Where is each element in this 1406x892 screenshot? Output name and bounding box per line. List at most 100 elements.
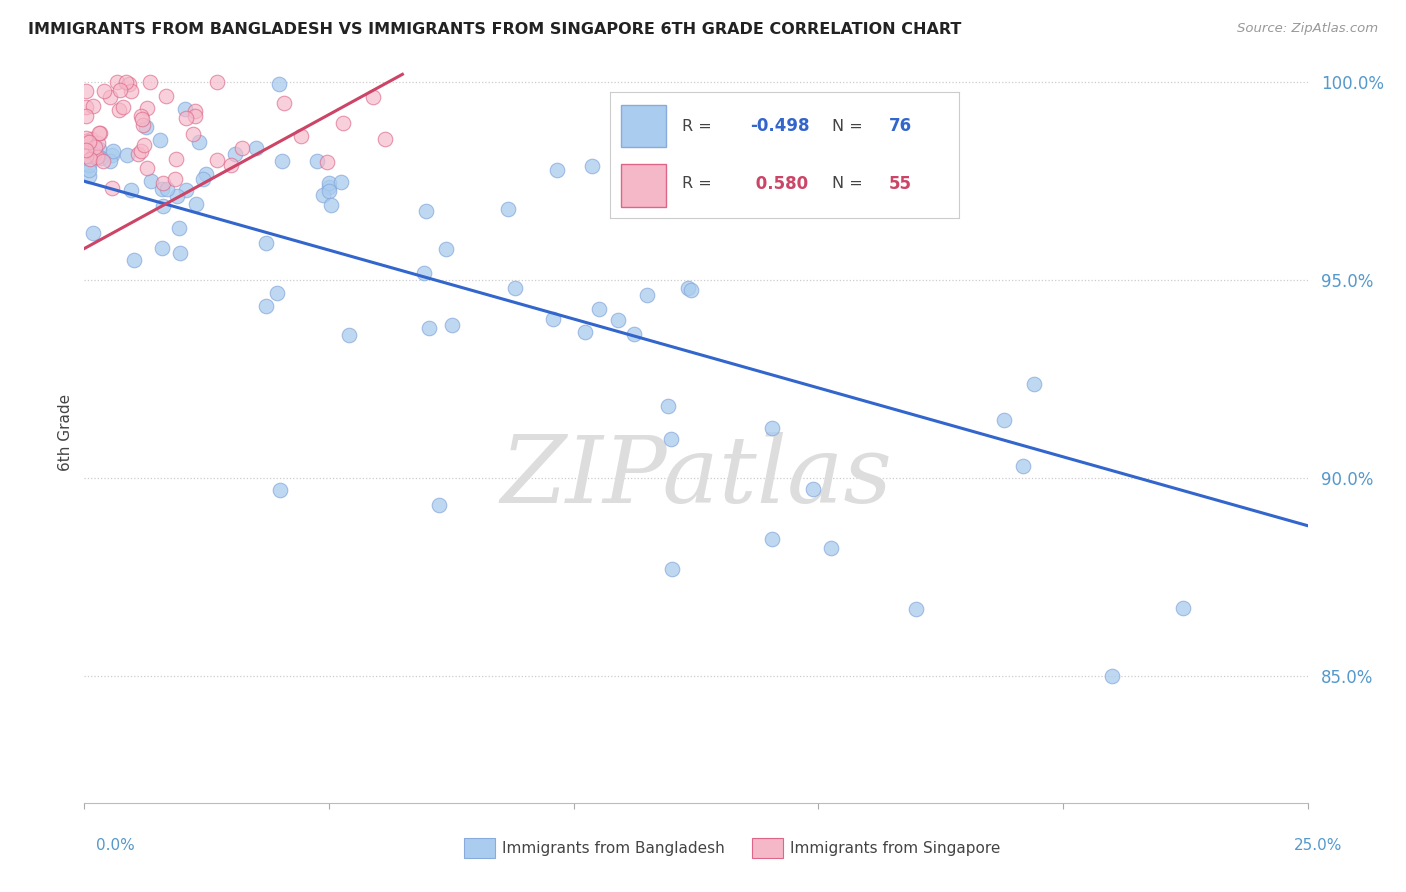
Point — [993, 413, 1015, 427]
Point — [90, 152, 112, 166]
Point — [91, 153, 114, 168]
Point — [332, 115, 354, 129]
Point — [188, 135, 211, 149]
Point — [659, 432, 682, 446]
Point — [89, 126, 111, 140]
Point — [312, 188, 335, 202]
Point — [184, 109, 207, 123]
Point — [245, 141, 267, 155]
Point — [139, 75, 162, 89]
Point — [136, 101, 159, 115]
Point — [318, 184, 340, 198]
Point — [100, 181, 122, 195]
Point — [574, 325, 596, 339]
Point — [207, 75, 229, 89]
Point — [84, 140, 107, 154]
Point — [254, 236, 277, 251]
Point — [127, 147, 149, 161]
Point — [115, 75, 138, 89]
Point — [136, 161, 159, 176]
Point — [132, 118, 155, 132]
Point — [363, 90, 385, 104]
Point — [75, 100, 97, 114]
Point — [266, 286, 288, 301]
Point — [581, 160, 603, 174]
Text: Immigrants from Bangladesh: Immigrants from Bangladesh — [502, 841, 724, 855]
Point — [111, 100, 134, 114]
Point — [316, 155, 339, 169]
Text: Source: ZipAtlas.com: Source: ZipAtlas.com — [1237, 22, 1378, 36]
Point — [546, 163, 568, 178]
Point — [761, 532, 783, 546]
Point — [165, 172, 187, 186]
Point — [82, 226, 104, 240]
Point — [1101, 669, 1123, 683]
Point — [93, 84, 115, 98]
Point — [108, 103, 131, 117]
Point — [105, 75, 128, 89]
Point — [169, 246, 191, 260]
Text: Immigrants from Singapore: Immigrants from Singapore — [790, 841, 1001, 855]
Point — [174, 183, 197, 197]
Point — [191, 171, 214, 186]
Point — [98, 89, 121, 103]
Point — [131, 112, 153, 127]
Point — [413, 266, 436, 280]
Point — [132, 137, 155, 152]
Point — [505, 281, 527, 295]
Point — [224, 147, 246, 161]
Point — [83, 146, 105, 161]
Point — [254, 299, 277, 313]
Point — [318, 176, 340, 190]
Text: IMMIGRANTS FROM BANGLADESH VS IMMIGRANTS FROM SINGAPORE 6TH GRADE CORRELATION CH: IMMIGRANTS FROM BANGLADESH VS IMMIGRANTS… — [28, 22, 962, 37]
Point — [290, 128, 312, 143]
Point — [149, 133, 172, 147]
Point — [541, 312, 564, 326]
Point — [231, 141, 253, 155]
Point — [1012, 459, 1035, 474]
Point — [120, 183, 142, 197]
Point — [129, 145, 152, 159]
Point — [150, 241, 173, 255]
Point — [337, 328, 360, 343]
Point — [129, 109, 152, 123]
Point — [434, 243, 457, 257]
Text: 0.0%: 0.0% — [96, 838, 135, 853]
Point — [100, 154, 122, 169]
Point — [156, 182, 179, 196]
Point — [905, 602, 928, 616]
Point — [184, 103, 207, 118]
Point — [174, 103, 197, 117]
Point — [1022, 376, 1045, 391]
Point — [80, 132, 103, 146]
Point — [75, 135, 97, 149]
Point — [374, 131, 396, 145]
Point — [588, 302, 610, 317]
Point — [318, 180, 340, 194]
Point — [77, 135, 100, 149]
Point — [75, 143, 97, 157]
Point — [181, 127, 204, 141]
Point — [195, 167, 218, 181]
Point — [120, 84, 142, 98]
Point — [77, 162, 100, 177]
Point — [679, 283, 702, 297]
Point — [623, 327, 645, 342]
Point — [76, 84, 98, 98]
Point — [269, 77, 291, 91]
Point — [657, 399, 679, 413]
Point — [1171, 600, 1194, 615]
Point — [77, 158, 100, 172]
Point — [429, 498, 451, 512]
Point — [155, 89, 177, 103]
Text: 25.0%: 25.0% — [1295, 838, 1343, 853]
Point — [186, 196, 208, 211]
Point — [75, 130, 97, 145]
Point — [89, 127, 111, 141]
Point — [174, 111, 197, 125]
Point — [305, 154, 328, 169]
Point — [273, 96, 295, 111]
Point — [79, 152, 101, 166]
Point — [75, 109, 97, 123]
Point — [139, 174, 162, 188]
